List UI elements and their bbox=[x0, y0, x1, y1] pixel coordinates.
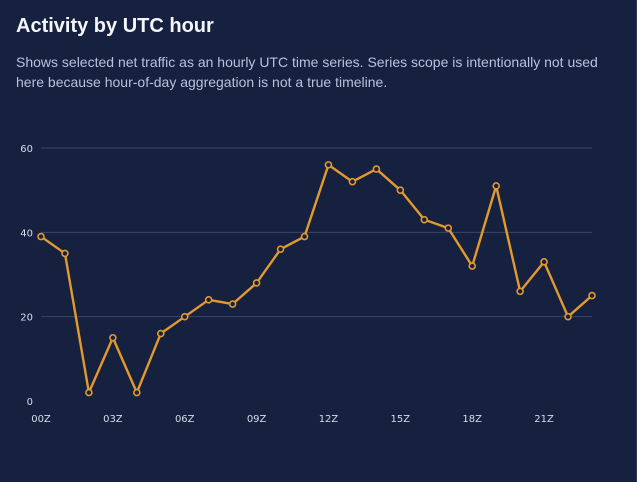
data-point[interactable] bbox=[324, 161, 333, 169]
data-point[interactable] bbox=[228, 300, 237, 308]
data-point[interactable] bbox=[276, 245, 285, 253]
axis-labels: 0 20 40 60 00Z 03Z 06Z 09Z 12Z 15Z 18Z 21Z bbox=[20, 144, 554, 425]
x-tick-label: 09Z bbox=[247, 414, 267, 425]
data-point[interactable] bbox=[252, 279, 261, 287]
x-tick-label: 06Z bbox=[175, 414, 195, 425]
data-point[interactable] bbox=[468, 262, 477, 270]
data-point[interactable] bbox=[109, 333, 117, 342]
data-point[interactable] bbox=[61, 249, 69, 258]
x-tick-label: 18Z bbox=[462, 414, 482, 425]
data-point[interactable] bbox=[516, 287, 524, 296]
x-tick-label: 00Z bbox=[31, 414, 51, 425]
data-point[interactable] bbox=[396, 186, 405, 194]
data-point[interactable] bbox=[300, 232, 309, 241]
data-point[interactable] bbox=[204, 295, 213, 304]
data-point[interactable] bbox=[444, 224, 453, 232]
data-point[interactable] bbox=[180, 312, 189, 321]
data-point[interactable] bbox=[564, 312, 572, 321]
data-point[interactable] bbox=[37, 232, 45, 241]
y-tick-label: 20 bbox=[20, 313, 33, 324]
data-point[interactable] bbox=[85, 388, 93, 397]
x-tick-label: 03Z bbox=[103, 414, 123, 425]
data-point[interactable] bbox=[348, 177, 357, 186]
y-tick-label: 0 bbox=[27, 397, 33, 408]
grid-lines bbox=[41, 147, 592, 318]
chart-subtitle: Shows selected net traffic as an hourly … bbox=[16, 54, 598, 90]
data-point[interactable] bbox=[492, 182, 500, 190]
data-point[interactable] bbox=[540, 258, 548, 266]
x-tick-label: 12Z bbox=[319, 414, 339, 425]
data-point[interactable] bbox=[420, 215, 429, 224]
y-tick-label: 40 bbox=[20, 228, 33, 239]
chart-title: Activity by UTC hour bbox=[16, 15, 214, 37]
series-layer bbox=[37, 161, 596, 397]
series-line bbox=[39, 163, 594, 394]
x-tick-label: 21Z bbox=[534, 414, 554, 425]
y-tick-label: 60 bbox=[20, 144, 33, 155]
x-tick-label: 15Z bbox=[391, 414, 411, 425]
data-point[interactable] bbox=[588, 291, 596, 300]
data-point[interactable] bbox=[372, 165, 381, 173]
data-point[interactable] bbox=[133, 388, 141, 397]
data-point[interactable] bbox=[156, 329, 165, 338]
